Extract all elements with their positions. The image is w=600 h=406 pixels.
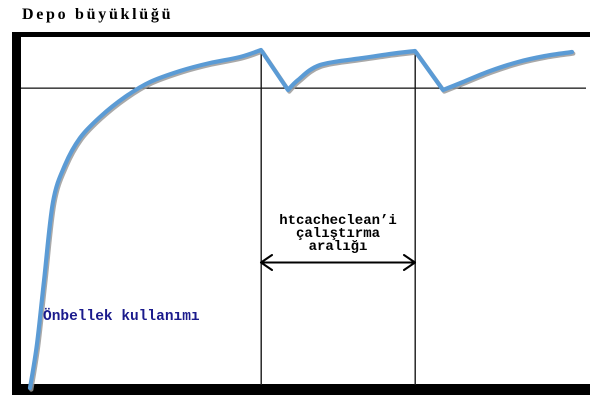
svg-text:aralığı: aralığı (309, 239, 368, 255)
svg-text:Önbellek kullanımı: Önbellek kullanımı (43, 308, 200, 325)
svg-text:Depo büyüklüğü: Depo büyüklüğü (22, 6, 173, 23)
